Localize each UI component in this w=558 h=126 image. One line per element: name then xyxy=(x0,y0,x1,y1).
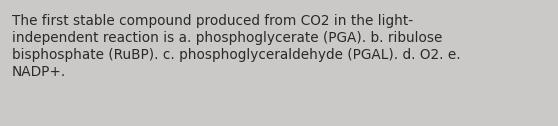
Text: bisphosphate (RuBP). c. phosphoglyceraldehyde (PGAL). d. O2. e.: bisphosphate (RuBP). c. phosphoglycerald… xyxy=(12,48,460,62)
Text: independent reaction is a. phosphoglycerate (PGA). b. ribulose: independent reaction is a. phosphoglycer… xyxy=(12,31,442,45)
Text: The first stable compound produced from CO2 in the light-: The first stable compound produced from … xyxy=(12,14,413,28)
Text: NADP+.: NADP+. xyxy=(12,65,66,79)
